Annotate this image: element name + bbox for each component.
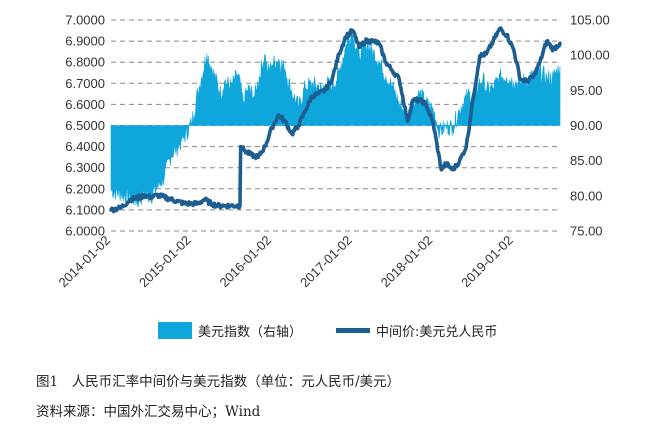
legend-swatch-area	[158, 321, 192, 339]
right-tick-label: 90.00	[570, 118, 603, 133]
usdcny-central-parity-line	[109, 26, 562, 214]
left-tick-label: 6.4000	[65, 139, 105, 154]
right-tick-label: 100.00	[570, 48, 610, 63]
x-tick-label: 2017-01-02	[297, 233, 355, 291]
left-tick-label: 6.7000	[65, 76, 105, 91]
right-tick-label: 75.00	[570, 224, 603, 239]
chart-legend: 美元指数（右轴） 中间价:美元兑人民币	[0, 318, 661, 348]
x-axis-ticks: 2014-01-02 2015-01-02 2016-01-02 2017-01-02…	[55, 233, 515, 291]
x-tick-label: 2019-01-02	[458, 233, 516, 291]
x-tick-label: 2018-01-02	[378, 233, 436, 291]
right-y-axis-ticks: 75.00 80.00 85.00 90.00 95.00 100.00 105.00	[570, 13, 610, 239]
right-tick-label: 105.00	[570, 13, 610, 28]
figure-caption: 图1 人民币汇率中间价与美元指数（单位：元人民币/美元）	[36, 374, 401, 390]
x-tick-label: 2014-01-02	[55, 233, 113, 291]
right-tick-label: 85.00	[570, 153, 603, 168]
left-tick-label: 6.9000	[65, 34, 105, 49]
left-y-axis-ticks: 6.0000 6.1000 6.2000 6.3000 6.4000 6.5000 6.60…	[65, 13, 105, 239]
x-tick-label: 2016-01-02	[216, 233, 274, 291]
usdcny-central-parity-line-series	[109, 26, 562, 214]
legend-swatch-line	[336, 327, 370, 333]
left-tick-label: 6.6000	[65, 97, 105, 112]
data-source-note: 资料来源：中国外汇交易中心；Wind	[36, 404, 261, 420]
left-tick-label: 6.1000	[65, 202, 105, 217]
left-tick-label: 6.5000	[65, 118, 105, 133]
left-tick-label: 6.8000	[65, 55, 105, 70]
left-tick-label: 6.2000	[65, 181, 105, 196]
dollar-index-area	[110, 30, 561, 208]
x-tick-label: 2015-01-02	[136, 233, 194, 291]
legend-label-dollar-index: 美元指数（右轴）	[198, 324, 303, 340]
left-tick-label: 6.3000	[65, 160, 105, 175]
right-tick-label: 95.00	[570, 83, 603, 98]
left-tick-label: 6.0000	[65, 224, 105, 239]
legend-label-central-parity: 中间价:美元兑人民币	[376, 324, 498, 340]
legend-item-dollar-index: 美元指数（右轴）	[158, 318, 302, 342]
legend-item-central-parity: 中间价:美元兑人民币	[336, 318, 497, 342]
dollar-index-area-series	[110, 30, 561, 208]
left-tick-label: 7.0000	[65, 13, 105, 28]
right-tick-label: 80.00	[570, 188, 603, 203]
